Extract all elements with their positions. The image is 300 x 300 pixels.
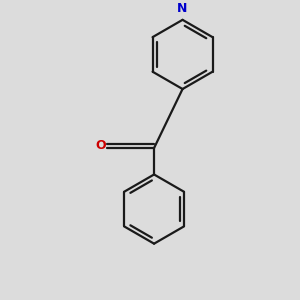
Text: O: O — [96, 140, 106, 152]
Text: N: N — [177, 2, 188, 14]
